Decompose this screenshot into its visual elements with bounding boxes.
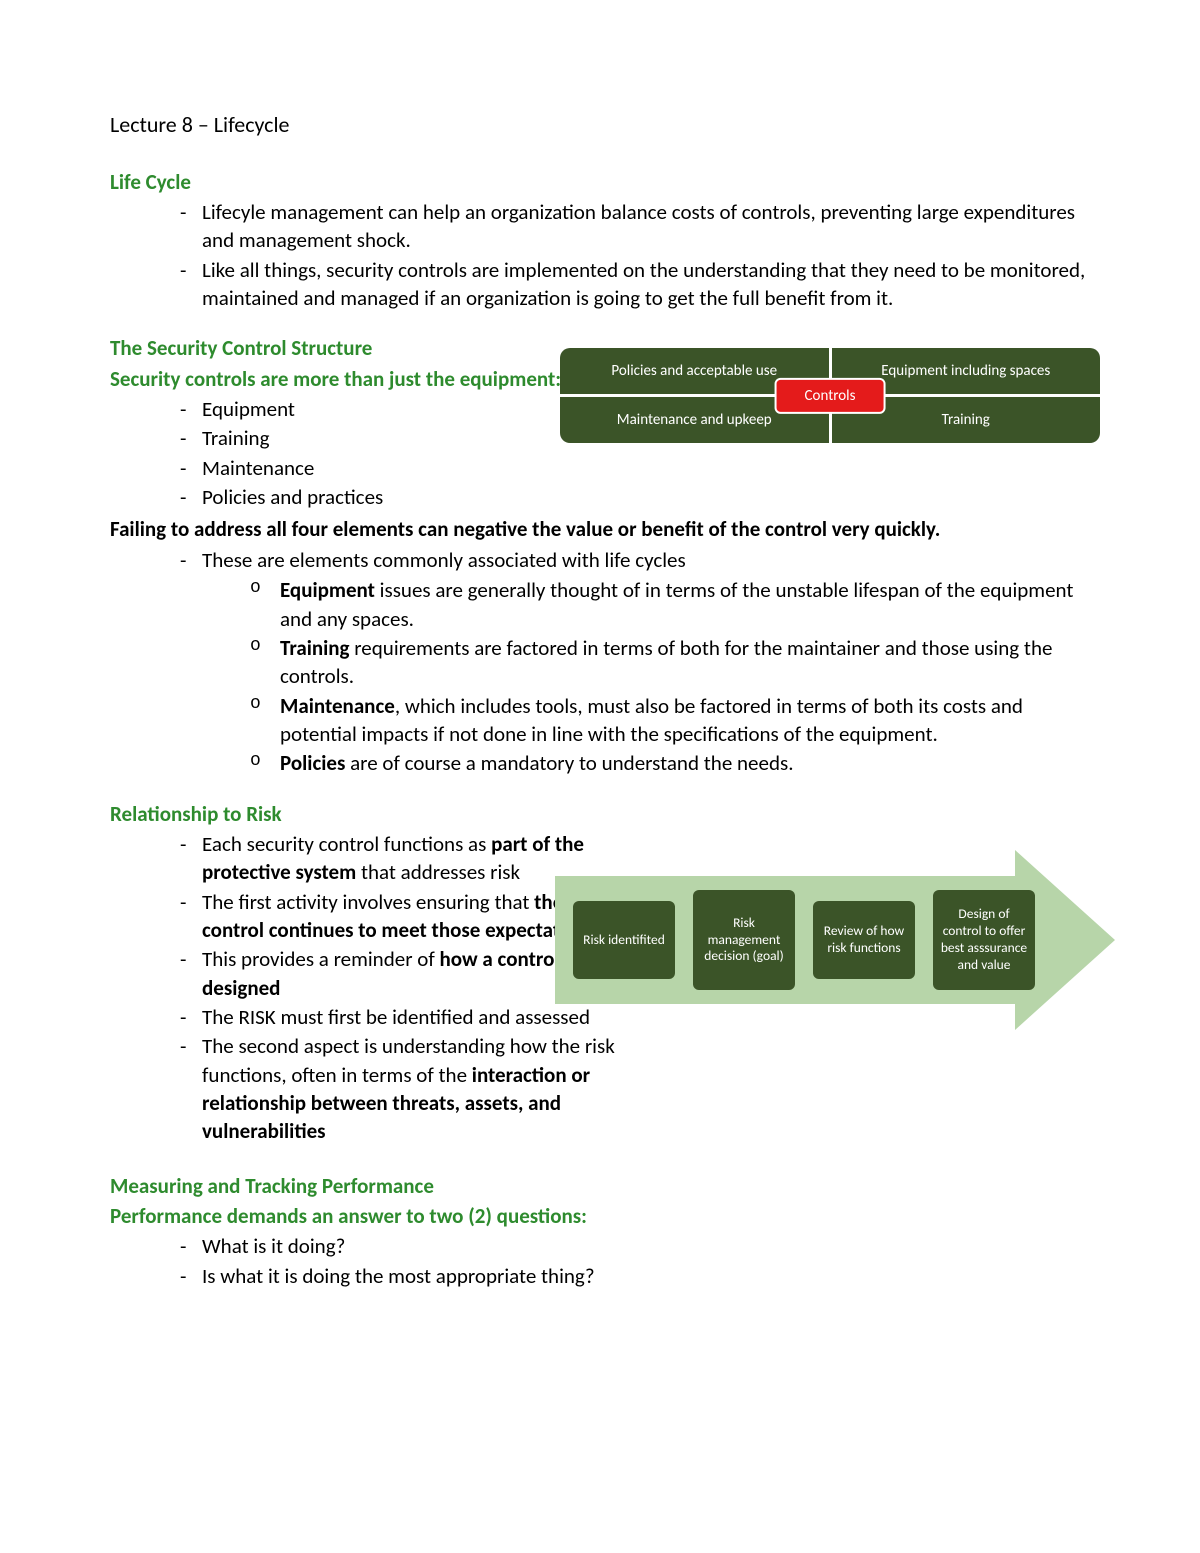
page-title: Lecture 8 – Lifecycle [110, 110, 1090, 140]
text: This provides a reminder of [202, 946, 440, 972]
list-item: These are elements commonly associated w… [180, 546, 1090, 574]
quadrant-center: Controls [775, 377, 886, 413]
life-cycle-list: Lifecyle management can help an organiza… [110, 198, 1090, 312]
failing-text: Failing to address all four elements can… [110, 515, 1090, 543]
process-step-box: Risk management decision (goal) [693, 890, 795, 990]
subheading-measuring: Performance demands an answer to two (2)… [110, 1202, 1090, 1230]
list-item: Training requirements are factored in te… [250, 634, 1090, 691]
bold-text: Policies [280, 750, 345, 776]
list-item: Lifecyle management can help an organiza… [180, 198, 1090, 255]
risk-process-arrow-diagram: Risk identifited Risk management decisio… [555, 850, 1115, 1030]
process-step-box: Review of how risk functions [813, 901, 915, 979]
text: The first activity involves ensuring tha… [202, 889, 534, 915]
document-page: Lecture 8 – Lifecycle Life Cycle Lifecyl… [0, 0, 1200, 1553]
list-item: Policies are of course a mandatory to un… [250, 749, 1090, 777]
list-item: The second aspect is understanding how t… [180, 1032, 622, 1145]
heading-life-cycle: Life Cycle [110, 168, 1090, 196]
text: are of course a mandatory to understand … [345, 750, 793, 776]
elements-intro-list: These are elements commonly associated w… [110, 546, 1090, 574]
controls-quadrant-diagram: Policies and acceptable use Equipment in… [560, 348, 1100, 443]
heading-relationship-risk: Relationship to Risk [110, 800, 1090, 828]
quadrant-grid: Policies and acceptable use Equipment in… [560, 348, 1100, 443]
text: requirements are factored in terms of bo… [280, 635, 1052, 689]
bold-text: Maintenance [280, 693, 395, 719]
list-item: Policies and practices [180, 483, 1090, 511]
heading-measuring: Measuring and Tracking Performance [110, 1172, 1090, 1200]
arrow-boxes-row: Risk identifited Risk management decisio… [573, 890, 1035, 990]
elements-sub-list: Equipment issues are generally thought o… [110, 576, 1090, 777]
list-item: Maintenance [180, 454, 1090, 482]
list-item: Equipment issues are generally thought o… [250, 576, 1090, 633]
bold-text: Training [280, 635, 350, 661]
list-item: Maintenance, which includes tools, must … [250, 692, 1090, 749]
process-step-box: Risk identifited [573, 901, 675, 979]
text: issues are generally thought of in terms… [280, 577, 1073, 631]
measuring-list: What is it doing? Is what it is doing th… [110, 1232, 1090, 1290]
list-item: Is what it is doing the most appropriate… [180, 1262, 1090, 1290]
list-item: What is it doing? [180, 1232, 1090, 1260]
list-item: Like all things, security controls are i… [180, 256, 1090, 313]
process-step-box: Design of control to offer best asssuran… [933, 890, 1035, 990]
text: Each security control functions as [202, 831, 491, 857]
bold-text: Equipment [280, 577, 375, 603]
text: that addresses risk [356, 859, 520, 885]
text: The RISK must first be identified and as… [202, 1004, 590, 1030]
